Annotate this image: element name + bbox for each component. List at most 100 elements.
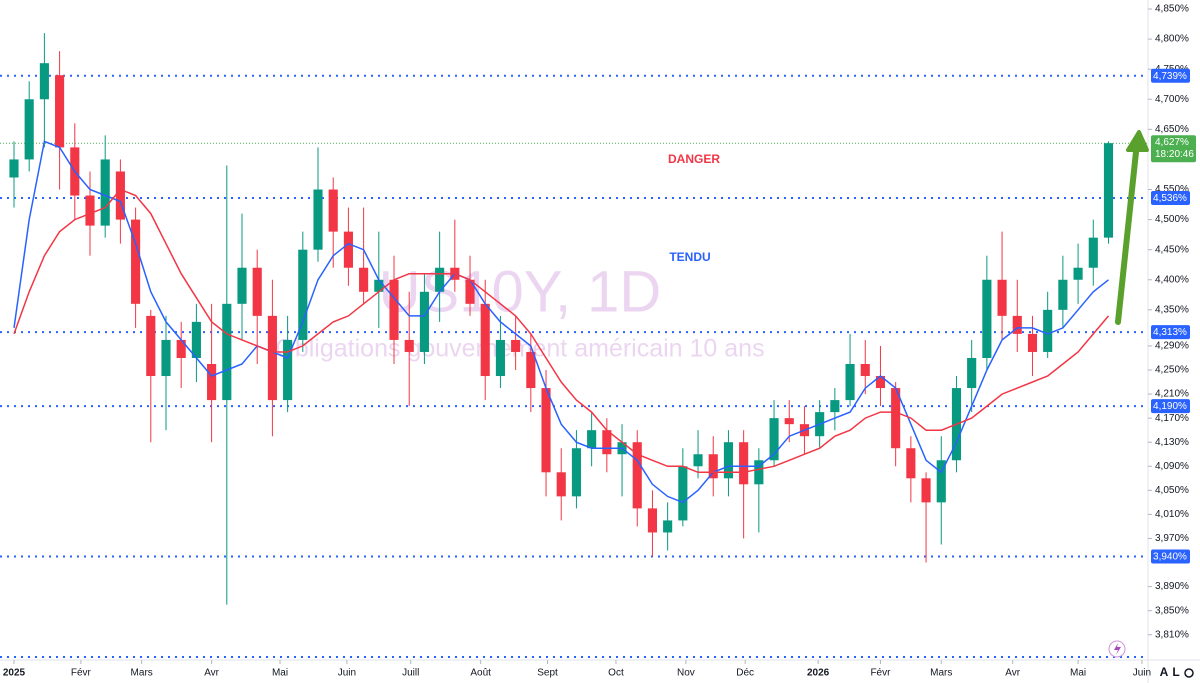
candle-body	[115, 171, 125, 220]
candle-body	[1058, 279, 1068, 310]
x-tick-label: Avr	[204, 668, 219, 679]
candle-body	[267, 315, 277, 401]
trend-arrow-head	[1126, 130, 1149, 152]
candle-body	[830, 400, 840, 413]
x-tick-label: Févr	[71, 668, 92, 679]
candle-body	[1073, 267, 1083, 280]
candle-body	[313, 189, 323, 250]
candle-body	[495, 339, 505, 377]
level-label: 4,190%	[1153, 401, 1187, 412]
candle-body	[435, 267, 445, 292]
candle-body	[161, 339, 171, 377]
y-tick-label: 4,700%	[1155, 94, 1189, 105]
y-tick-label: 4,500%	[1155, 214, 1189, 225]
candle-body	[480, 303, 490, 377]
candle-body	[784, 418, 794, 425]
candle-body	[374, 279, 384, 292]
level-label: 3,940%	[1153, 552, 1187, 563]
candle-body	[283, 339, 293, 401]
candle-body	[343, 231, 353, 268]
y-tick-label: 4,800%	[1155, 34, 1189, 45]
candle-body	[723, 442, 734, 479]
toolbar-button[interactable]: A	[1160, 665, 1169, 679]
candle-body	[769, 418, 779, 461]
y-tick-label: 4,650%	[1155, 124, 1189, 135]
level-badge	[1151, 68, 1190, 83]
y-tick-label: 4,130%	[1155, 437, 1189, 448]
candle-body	[921, 478, 931, 503]
candle-body	[997, 279, 1007, 316]
y-tick-label: 4,550%	[1155, 184, 1189, 195]
candle-body	[875, 376, 886, 389]
candle-body	[511, 339, 521, 352]
candle-body	[860, 363, 870, 377]
candle-body	[404, 339, 414, 352]
level-label: 4,739%	[1153, 71, 1187, 82]
candle-body	[252, 267, 262, 316]
candle-body	[754, 460, 764, 485]
candle-body	[739, 442, 749, 485]
moving-average	[13, 140, 1109, 504]
x-tick-label: Déc	[736, 668, 754, 679]
candle-body	[24, 99, 34, 160]
last-price-badge	[1151, 135, 1196, 163]
candle-body	[967, 357, 977, 389]
alert-bolt	[1114, 643, 1121, 655]
candle-body	[465, 279, 475, 304]
annotation: TENDU	[669, 250, 710, 264]
candle-body	[55, 75, 65, 148]
candle-body	[191, 321, 201, 358]
y-tick-label: 4,350%	[1155, 304, 1189, 315]
candle-body	[131, 219, 141, 304]
candle-body	[1027, 333, 1038, 352]
y-tick-label: 4,400%	[1155, 274, 1189, 285]
x-tick-label: Sept	[537, 668, 558, 679]
x-tick-label: 2025	[3, 668, 26, 679]
plot-area	[0, 33, 1148, 605]
candle-body	[526, 351, 536, 389]
last-price-label: 4,627%	[1155, 137, 1189, 148]
candle-body	[359, 267, 369, 292]
candle-body	[647, 508, 657, 533]
y-tick-label: 4,290%	[1155, 341, 1189, 352]
moving-average	[13, 188, 1110, 474]
candle-body	[678, 466, 688, 521]
y-tick-label: 4,210%	[1155, 389, 1189, 400]
candle-body	[39, 63, 49, 100]
level-label: 4,536%	[1153, 193, 1187, 204]
candle-body	[708, 454, 718, 479]
y-tick-label: 4,850%	[1155, 4, 1189, 15]
x-tick-label: Mai	[272, 668, 288, 679]
candle-body	[936, 460, 946, 503]
countdown-label: 18:20:46	[1155, 149, 1194, 160]
candle-body	[693, 454, 703, 467]
candle-body	[1103, 143, 1114, 238]
level-badge	[1151, 190, 1190, 205]
x-tick-label: 2026	[807, 668, 830, 679]
candle-body	[298, 249, 308, 340]
candle-body	[100, 159, 110, 226]
x-tick-label: Juin	[338, 668, 356, 679]
x-tick-label: Févr	[870, 668, 891, 679]
candle-body	[587, 430, 597, 449]
candle-body	[556, 472, 566, 497]
candle-body	[222, 303, 232, 401]
level-label: 4,313%	[1153, 327, 1187, 338]
settings-icon[interactable]	[1184, 668, 1194, 678]
candle-body	[982, 279, 992, 358]
candle-body	[663, 520, 673, 533]
y-tick-label: 4,250%	[1155, 365, 1189, 376]
candle-body	[389, 279, 399, 340]
y-tick-label: 4,050%	[1155, 485, 1189, 496]
candle-body	[146, 315, 156, 377]
candle-body	[237, 267, 247, 304]
candle-body	[632, 442, 642, 509]
y-tick-label: 4,090%	[1155, 461, 1189, 472]
toolbar-button[interactable]: L	[1172, 665, 1179, 679]
candle-body	[85, 195, 95, 226]
candle-body	[1043, 309, 1053, 352]
y-tick-label: 3,970%	[1155, 533, 1189, 544]
candle-body	[419, 291, 429, 352]
y-tick-label: 4,010%	[1155, 509, 1189, 520]
